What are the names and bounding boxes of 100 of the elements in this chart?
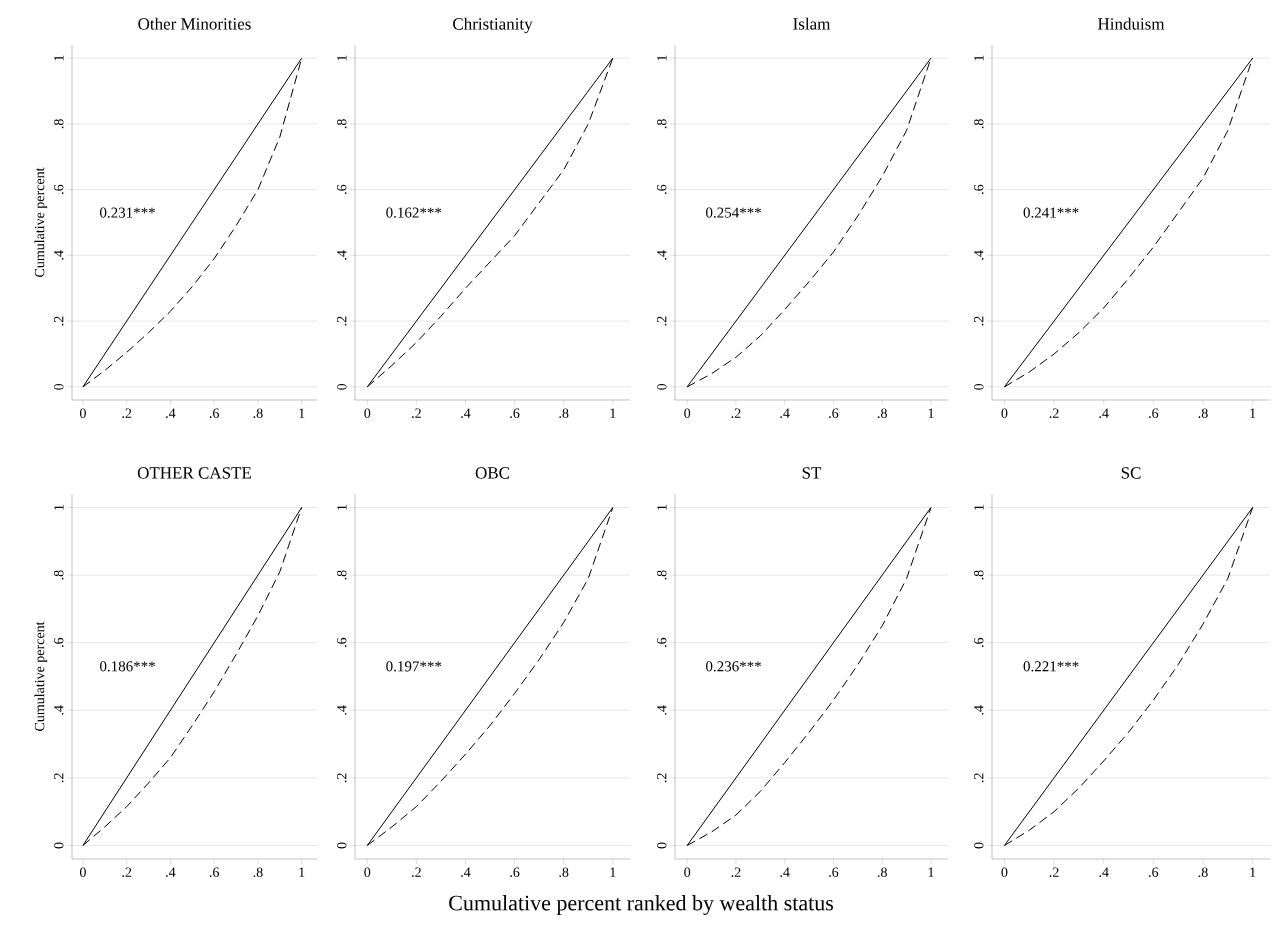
x-tick-label: .8 (253, 867, 263, 878)
annotation: 0.162*** (386, 207, 442, 218)
y-tick-label: 1 (657, 55, 667, 61)
y-tick-label: .2 (657, 316, 667, 326)
x-tick-label: .6 (510, 408, 520, 418)
x-tick-label: .4 (461, 408, 471, 418)
y-tick-label: 1 (337, 504, 347, 510)
y-tick-label: .4 (54, 705, 64, 715)
x-tick-label: 1 (299, 867, 305, 877)
y-tick-label: .8 (973, 570, 984, 580)
text: Cumulative percent ranked by wealth status (449, 894, 834, 916)
x-tick-label: .2 (1049, 408, 1059, 418)
annotation: 0.254*** (706, 207, 761, 218)
x-tick-label: .6 (510, 867, 520, 877)
y-tick-label: .2 (337, 773, 347, 783)
y-tick-label: 1 (657, 504, 667, 510)
x-tick-label: .4 (166, 408, 176, 418)
chart-title: Christianity (453, 17, 533, 34)
y-tick-label: .8 (53, 119, 64, 129)
annotation: 0.231*** (100, 207, 155, 218)
x-tick-label: 0 (364, 867, 371, 877)
y-tick-label: 1 (54, 55, 64, 61)
x-tick-label: .6 (1149, 408, 1159, 418)
y-tick-label: .8 (53, 570, 64, 580)
y-tick-label: 1 (337, 55, 347, 61)
x-tick-label: .8 (1198, 408, 1208, 419)
x-tick-label: .8 (559, 408, 569, 419)
x-tick-label: 1 (610, 867, 616, 877)
x-tick-label: 1 (928, 408, 934, 418)
y-tick-label: 0 (657, 842, 667, 849)
chart-title: ST (802, 467, 822, 479)
y-axis-title: Cumulative percent (34, 621, 48, 731)
y-tick-label: .2 (54, 316, 64, 326)
x-tick-label: 0 (1001, 408, 1008, 418)
y-tick-label: .2 (657, 773, 667, 783)
annotation: 0.186*** (100, 661, 155, 672)
x-tick-label: .4 (461, 867, 471, 877)
annotation: 0.241*** (1023, 207, 1079, 218)
x-tick-label: 0 (79, 408, 86, 418)
x-tick-label: 1 (1250, 408, 1256, 418)
chart-title: Islam (793, 17, 831, 30)
x-tick-label: .2 (412, 867, 421, 877)
chart-title: Other Minorities (138, 17, 251, 30)
chart-title: OTHER CASTE (137, 467, 251, 479)
y-tick-label: .2 (974, 773, 984, 783)
y-tick-label: .2 (54, 773, 64, 783)
x-tick-label: .2 (122, 867, 132, 877)
y-tick-label: .6 (974, 184, 984, 194)
x-tick-label: 1 (1250, 867, 1256, 877)
y-tick-label: .6 (974, 637, 984, 648)
x-tick-label: .6 (209, 408, 220, 418)
y-tick-label: .8 (336, 570, 347, 580)
annotation: 0.197*** (386, 661, 442, 672)
y-tick-label: .6 (54, 184, 64, 194)
x-tick-label: .4 (780, 408, 790, 418)
chart-title: Hinduism (1097, 17, 1165, 30)
y-tick-label: .2 (974, 316, 984, 326)
x-tick-label: 0 (684, 408, 691, 418)
x-tick-label: 0 (364, 408, 371, 418)
y-tick-label: .4 (657, 705, 667, 715)
x-tick-label: .8 (253, 408, 263, 419)
x-tick-label: .4 (166, 867, 176, 877)
x-tick-label: .8 (1198, 867, 1208, 878)
x-tick-label: .8 (877, 408, 887, 419)
y-tick-label: .4 (337, 250, 347, 260)
y-tick-label: .4 (974, 705, 984, 715)
y-axis-title: Cumulative percent (34, 167, 48, 277)
y-tick-label: .8 (656, 119, 667, 129)
x-tick-label: .2 (731, 408, 741, 418)
x-tick-label: .2 (412, 408, 421, 418)
x-tick-label: 1 (610, 408, 616, 418)
y-tick-label: .6 (337, 637, 347, 648)
x-tick-label: .8 (559, 867, 569, 878)
x-tick-label: .4 (1099, 408, 1109, 418)
x-tick-label: 1 (928, 867, 934, 877)
annotation: 0.221*** (1023, 661, 1079, 672)
y-tick-label: .6 (337, 184, 347, 194)
y-tick-label: .4 (337, 705, 347, 715)
y-tick-label: 1 (974, 504, 984, 510)
x-tick-label: .4 (1099, 867, 1109, 877)
x-tick-label: .2 (122, 408, 132, 418)
y-tick-label: .8 (973, 119, 984, 129)
y-tick-label: .4 (974, 250, 984, 260)
y-tick-label: .4 (657, 250, 667, 260)
y-tick-label: 1 (54, 504, 64, 510)
y-tick-label: .6 (657, 637, 667, 648)
x-tick-label: .8 (877, 867, 887, 878)
y-tick-label: .8 (656, 570, 667, 580)
annotation: 0.236*** (706, 661, 761, 672)
y-tick-label: .6 (657, 184, 667, 194)
y-tick-label: 0 (337, 842, 347, 849)
x-tick-label: .2 (1049, 867, 1059, 877)
y-tick-label: 0 (974, 383, 984, 390)
x-tick-label: .4 (780, 867, 790, 877)
y-tick-label: 0 (54, 383, 64, 390)
x-tick-label: 1 (299, 408, 305, 418)
y-tick-label: 1 (974, 55, 984, 61)
y-tick-label: .6 (54, 637, 64, 648)
x-tick-label: .6 (829, 867, 839, 877)
y-tick-label: 0 (657, 383, 667, 390)
